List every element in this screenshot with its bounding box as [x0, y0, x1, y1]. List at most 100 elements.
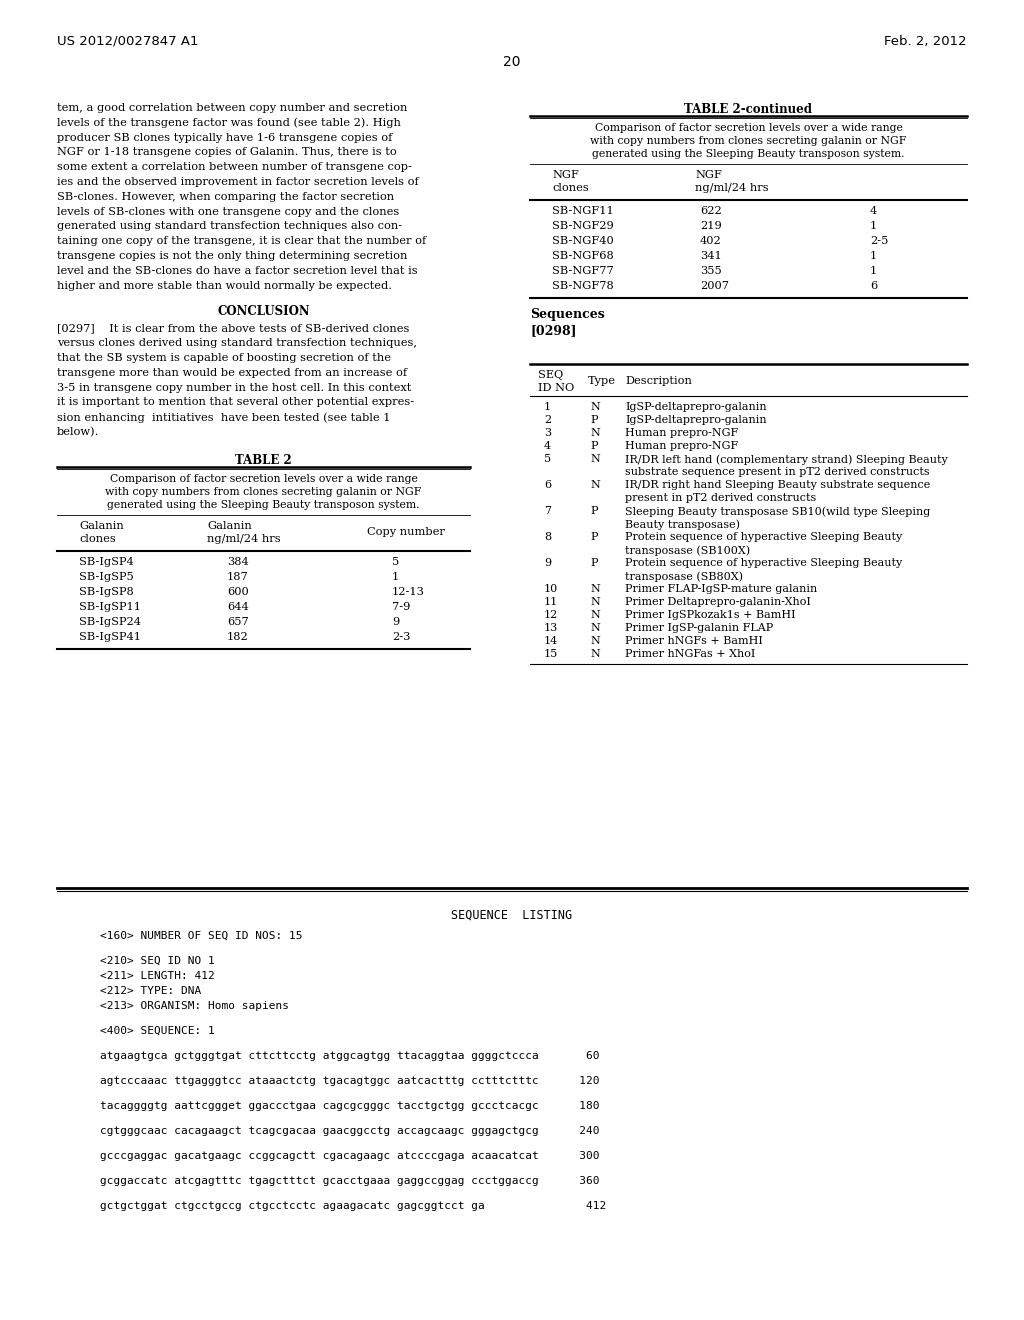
Text: gcggaccatc atcgagtttc tgagctttct gcacctgaaa gaggccggag ccctggaccg      360: gcggaccatc atcgagtttc tgagctttct gcacctg…: [100, 1176, 599, 1185]
Text: versus clones derived using standard transfection techniques,: versus clones derived using standard tra…: [57, 338, 417, 348]
Text: <213> ORGANISM: Homo sapiens: <213> ORGANISM: Homo sapiens: [100, 1001, 289, 1011]
Text: levels of the transgene factor was found (see table 2). High: levels of the transgene factor was found…: [57, 117, 400, 128]
Text: 8: 8: [544, 532, 551, 543]
Text: SB-IgSP41: SB-IgSP41: [79, 632, 141, 642]
Text: P: P: [590, 558, 597, 568]
Text: 600: 600: [227, 587, 249, 597]
Text: N: N: [590, 428, 600, 438]
Text: 12-13: 12-13: [392, 587, 425, 597]
Text: SEQUENCE  LISTING: SEQUENCE LISTING: [452, 909, 572, 921]
Text: 14: 14: [544, 636, 558, 645]
Text: with copy numbers from clones secreting galanin or NGF: with copy numbers from clones secreting …: [590, 136, 906, 147]
Text: P: P: [590, 532, 597, 543]
Text: ng/ml/24 hrs: ng/ml/24 hrs: [207, 533, 281, 544]
Text: NGF: NGF: [552, 170, 579, 180]
Text: 182: 182: [227, 632, 249, 642]
Text: 7: 7: [544, 506, 551, 516]
Text: ID NO: ID NO: [538, 383, 574, 393]
Text: transgene more than would be expected from an increase of: transgene more than would be expected fr…: [57, 368, 408, 378]
Text: Primer Deltaprepro-galanin-XhoI: Primer Deltaprepro-galanin-XhoI: [625, 597, 811, 607]
Text: P: P: [590, 414, 597, 425]
Text: SB-IgSP4: SB-IgSP4: [79, 557, 134, 566]
Text: SEQ: SEQ: [538, 370, 563, 380]
Text: [0298]: [0298]: [530, 323, 577, 337]
Text: it is important to mention that several other potential expres-: it is important to mention that several …: [57, 397, 414, 408]
Text: SB-NGF77: SB-NGF77: [552, 267, 613, 276]
Text: present in pT2 derived constructs: present in pT2 derived constructs: [625, 492, 816, 503]
Text: Protein sequence of hyperactive Sleeping Beauty: Protein sequence of hyperactive Sleeping…: [625, 532, 902, 543]
Text: <400> SEQUENCE: 1: <400> SEQUENCE: 1: [100, 1026, 215, 1036]
Text: 11: 11: [544, 597, 558, 607]
Text: SB-IgSP5: SB-IgSP5: [79, 572, 134, 582]
Text: 2: 2: [544, 414, 551, 425]
Text: 1: 1: [392, 572, 399, 582]
Text: Primer FLAP-IgSP-mature galanin: Primer FLAP-IgSP-mature galanin: [625, 583, 817, 594]
Text: 1: 1: [870, 220, 878, 231]
Text: <210> SEQ ID NO 1: <210> SEQ ID NO 1: [100, 956, 215, 966]
Text: 402: 402: [700, 236, 722, 246]
Text: 3: 3: [544, 428, 551, 438]
Text: 1: 1: [544, 403, 551, 412]
Text: 10: 10: [544, 583, 558, 594]
Text: SB-IgSP11: SB-IgSP11: [79, 602, 141, 611]
Text: ies and the observed improvement in factor secretion levels of: ies and the observed improvement in fact…: [57, 177, 419, 187]
Text: generated using the Sleeping Beauty transposon system.: generated using the Sleeping Beauty tran…: [592, 149, 905, 158]
Text: 20: 20: [503, 55, 521, 69]
Text: some extent a correlation between number of transgene cop-: some extent a correlation between number…: [57, 162, 412, 172]
Text: Primer IgSPkozak1s + BamHI: Primer IgSPkozak1s + BamHI: [625, 610, 796, 620]
Text: SB-NGF29: SB-NGF29: [552, 220, 613, 231]
Text: 2-3: 2-3: [392, 632, 411, 642]
Text: gctgctggat ctgcctgccg ctgcctcctc agaagacatc gagcggtcct ga               412: gctgctggat ctgcctgccg ctgcctcctc agaagac…: [100, 1201, 606, 1210]
Text: Protein sequence of hyperactive Sleeping Beauty: Protein sequence of hyperactive Sleeping…: [625, 558, 902, 568]
Text: Comparison of factor secretion levels over a wide range: Comparison of factor secretion levels ov…: [595, 123, 902, 133]
Text: producer SB clones typically have 1-6 transgene copies of: producer SB clones typically have 1-6 tr…: [57, 132, 392, 143]
Text: IgSP-deltaprepro-galanin: IgSP-deltaprepro-galanin: [625, 414, 767, 425]
Text: <160> NUMBER OF SEQ ID NOS: 15: <160> NUMBER OF SEQ ID NOS: 15: [100, 931, 302, 941]
Text: 5: 5: [392, 557, 399, 566]
Text: 15: 15: [544, 649, 558, 659]
Text: Primer hNGFs + BamHI: Primer hNGFs + BamHI: [625, 636, 763, 645]
Text: 341: 341: [700, 251, 722, 261]
Text: 4: 4: [544, 441, 551, 451]
Text: 6: 6: [870, 281, 878, 290]
Text: 3-5 in transgene copy number in the host cell. In this context: 3-5 in transgene copy number in the host…: [57, 383, 412, 392]
Text: SB-NGF40: SB-NGF40: [552, 236, 613, 246]
Text: 355: 355: [700, 267, 722, 276]
Text: Human prepro-NGF: Human prepro-NGF: [625, 441, 738, 451]
Text: below).: below).: [57, 426, 99, 437]
Text: P: P: [590, 441, 597, 451]
Text: clones: clones: [552, 183, 589, 193]
Text: SB-NGF68: SB-NGF68: [552, 251, 613, 261]
Text: level and the SB-clones do have a factor secretion level that is: level and the SB-clones do have a factor…: [57, 265, 418, 276]
Text: Comparison of factor secretion levels over a wide range: Comparison of factor secretion levels ov…: [110, 474, 418, 484]
Text: Human prepro-NGF: Human prepro-NGF: [625, 428, 738, 438]
Text: levels of SB-clones with one transgene copy and the clones: levels of SB-clones with one transgene c…: [57, 207, 399, 216]
Text: generated using the Sleeping Beauty transposon system.: generated using the Sleeping Beauty tran…: [108, 500, 420, 510]
Text: ng/ml/24 hrs: ng/ml/24 hrs: [695, 183, 769, 193]
Text: higher and more stable than would normally be expected.: higher and more stable than would normal…: [57, 281, 392, 290]
Text: atgaagtgca gctgggtgat cttcttcctg atggcagtgg ttacaggtaa ggggctccca       60: atgaagtgca gctgggtgat cttcttcctg atggcag…: [100, 1051, 599, 1061]
Text: with copy numbers from clones secreting galanin or NGF: with copy numbers from clones secreting …: [105, 487, 422, 496]
Text: 1: 1: [870, 267, 878, 276]
Text: Type: Type: [588, 376, 616, 385]
Text: N: N: [590, 583, 600, 594]
Text: substrate sequence present in pT2 derived constructs: substrate sequence present in pT2 derive…: [625, 467, 930, 477]
Text: Sleeping Beauty transposase SB10(wild type Sleeping: Sleeping Beauty transposase SB10(wild ty…: [625, 506, 930, 516]
Text: 4: 4: [870, 206, 878, 216]
Text: N: N: [590, 597, 600, 607]
Text: generated using standard transfection techniques also con-: generated using standard transfection te…: [57, 222, 402, 231]
Text: sion enhancing  intitiatives  have been tested (see table 1: sion enhancing intitiatives have been te…: [57, 412, 390, 422]
Text: that the SB system is capable of boosting secretion of the: that the SB system is capable of boostin…: [57, 352, 391, 363]
Text: tacaggggtg aattcggget ggaccctgaa cagcgcgggc tacctgctgg gccctcacgc      180: tacaggggtg aattcggget ggaccctgaa cagcgcg…: [100, 1101, 599, 1111]
Text: US 2012/0027847 A1: US 2012/0027847 A1: [57, 36, 199, 48]
Text: <212> TYPE: DNA: <212> TYPE: DNA: [100, 986, 202, 997]
Text: agtcccaaac ttgagggtcc ataaactctg tgacagtggc aatcactttg cctttctttc      120: agtcccaaac ttgagggtcc ataaactctg tgacagt…: [100, 1076, 599, 1086]
Text: TABLE 2-continued: TABLE 2-continued: [684, 103, 812, 116]
Text: Primer IgSP-galanin FLAP: Primer IgSP-galanin FLAP: [625, 623, 773, 634]
Text: 644: 644: [227, 602, 249, 611]
Text: [0297]    It is clear from the above tests of SB-derived clones: [0297] It is clear from the above tests …: [57, 323, 410, 334]
Text: IR/DR right hand Sleeping Beauty substrate sequence: IR/DR right hand Sleeping Beauty substra…: [625, 480, 930, 490]
Text: clones: clones: [79, 533, 116, 544]
Text: 12: 12: [544, 610, 558, 620]
Text: Galanin: Galanin: [79, 521, 124, 531]
